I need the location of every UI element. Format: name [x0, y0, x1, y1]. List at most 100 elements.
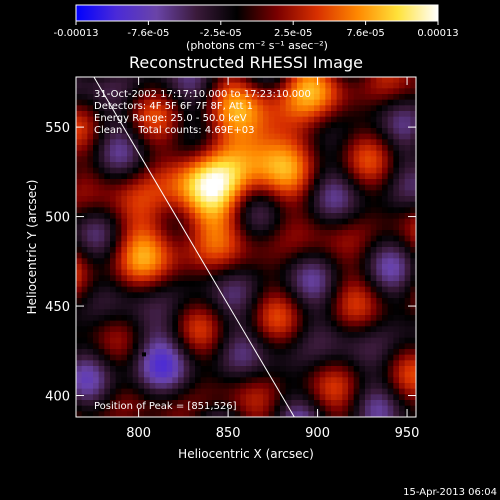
heatmap-cell: [263, 190, 270, 197]
heatmap-cell: [365, 320, 372, 327]
heatmap-cell: [195, 88, 202, 95]
heatmap-cell: [263, 354, 270, 361]
heatmap-cell: [115, 292, 122, 299]
heatmap-cell: [370, 77, 377, 84]
heatmap-cell: [132, 156, 139, 163]
heatmap-cell: [121, 292, 128, 299]
heatmap-cell: [172, 139, 179, 146]
heatmap-cell: [212, 377, 219, 384]
heatmap-cell: [132, 77, 139, 84]
heatmap-cell: [257, 167, 264, 174]
heatmap-cell: [387, 207, 394, 214]
heatmap-cell: [359, 190, 366, 197]
heatmap-cell: [263, 150, 270, 157]
heatmap-cell: [132, 111, 139, 118]
heatmap-cell: [251, 349, 258, 356]
heatmap-cell: [183, 320, 190, 327]
heatmap-cell: [280, 298, 287, 305]
heatmap-cell: [223, 264, 230, 271]
heatmap-cell: [348, 337, 355, 344]
heatmap-cell: [234, 281, 241, 288]
heatmap-cell: [98, 213, 105, 220]
heatmap-cell: [246, 116, 253, 123]
heatmap-cell: [314, 377, 321, 384]
heatmap-cell: [200, 116, 207, 123]
heatmap-cell: [399, 105, 406, 112]
heatmap-cell: [172, 156, 179, 163]
heatmap-cell: [217, 82, 224, 89]
heatmap-cell: [302, 230, 309, 237]
heatmap-cell: [263, 349, 270, 356]
heatmap-cell: [144, 281, 151, 288]
heatmap-cell: [93, 201, 100, 208]
heatmap-cell: [178, 354, 185, 361]
heatmap-cell: [268, 269, 275, 276]
heatmap-cell: [104, 150, 111, 157]
heatmap-cell: [121, 139, 128, 146]
heatmap-cell: [325, 371, 332, 378]
heatmap-cell: [132, 275, 139, 282]
heatmap-cell: [212, 320, 219, 327]
heatmap-cell: [387, 286, 394, 293]
heatmap-cell: [308, 269, 315, 276]
heatmap-cell: [206, 111, 213, 118]
heatmap-cell: [393, 139, 400, 146]
heatmap-cell: [342, 230, 349, 237]
heatmap-cell: [217, 116, 224, 123]
heatmap-cell: [132, 122, 139, 129]
heatmap-cell: [206, 235, 213, 242]
heatmap-cell: [138, 173, 145, 180]
heatmap-cell: [285, 303, 292, 310]
heatmap-cell: [127, 128, 134, 135]
heatmap-cell: [115, 269, 122, 276]
heatmap-cell: [365, 99, 372, 106]
heatmap-cell: [127, 337, 134, 344]
heatmap-cell: [217, 411, 224, 417]
heatmap-cell: [183, 354, 190, 361]
heatmap-cell: [342, 269, 349, 276]
heatmap-cell: [155, 326, 162, 333]
heatmap-cell: [268, 286, 275, 293]
heatmap-cell: [189, 116, 196, 123]
heatmap-cell: [183, 145, 190, 152]
heatmap-cell: [132, 377, 139, 384]
heatmap-cell: [280, 224, 287, 231]
heatmap-cell: [319, 411, 326, 417]
heatmap-cell: [399, 241, 406, 248]
heatmap-cell: [206, 230, 213, 237]
heatmap-cell: [257, 122, 264, 129]
heatmap-cell: [382, 241, 389, 248]
heatmap-cell: [172, 150, 179, 157]
heatmap-cell: [342, 383, 349, 390]
heatmap-cell: [251, 94, 258, 101]
heatmap-cell: [251, 150, 258, 157]
heatmap-cell: [291, 128, 298, 135]
heatmap-cell: [200, 315, 207, 322]
heatmap-cell: [302, 133, 309, 140]
heatmap-cell: [393, 162, 400, 169]
heatmap-cell: [393, 298, 400, 305]
heatmap-cell: [325, 309, 332, 316]
heatmap-cell: [399, 122, 406, 129]
heatmap-cell: [138, 150, 145, 157]
heatmap-cell: [331, 241, 338, 248]
heatmap-cell: [399, 309, 406, 316]
heatmap-cell: [172, 258, 179, 265]
heatmap-cell: [127, 173, 134, 180]
heatmap-cell: [115, 184, 122, 191]
heatmap-cell: [319, 167, 326, 174]
heatmap-cell: [302, 264, 309, 271]
heatmap-cell: [81, 105, 88, 112]
heatmap-cell: [314, 179, 321, 186]
heatmap-cell: [365, 241, 372, 248]
heatmap-cell: [212, 258, 219, 265]
heatmap-cell: [115, 252, 122, 259]
heatmap-cell: [280, 360, 287, 367]
heatmap-cell: [110, 281, 117, 288]
heatmap-cell: [382, 332, 389, 339]
heatmap-cell: [81, 145, 88, 152]
heatmap-cell: [399, 145, 406, 152]
heatmap-cell: [308, 196, 315, 203]
heatmap-cell: [274, 241, 281, 248]
heatmap-cell: [149, 179, 156, 186]
